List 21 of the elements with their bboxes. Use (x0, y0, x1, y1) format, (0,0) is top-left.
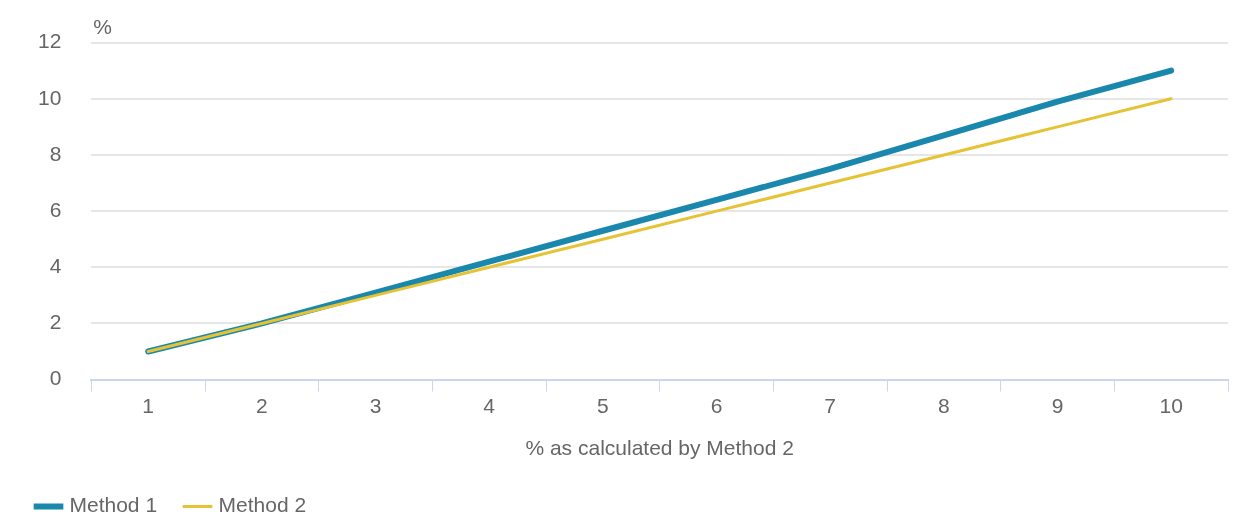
legend-label: Method 1 (69, 493, 158, 517)
y-tick-label: 6 (49, 197, 62, 221)
x-tick-label: 4 (483, 394, 496, 417)
x-tick-label: 1 (142, 394, 155, 417)
y-tick-label: 10 (38, 85, 62, 109)
x-tick-label: 7 (824, 394, 837, 417)
y-axis-title: % (93, 14, 113, 38)
x-tick-label: 9 (1051, 394, 1064, 417)
x-tick-label: 3 (369, 394, 382, 417)
x-tick-label: 6 (710, 394, 723, 417)
x-tick-label: 10 (1159, 394, 1183, 417)
y-tick-label: 0 (49, 366, 62, 390)
x-axis-title: % as calculated by Method 2 (525, 436, 794, 460)
y-tick-label: 4 (49, 254, 62, 278)
y-tick-label: 2 (49, 310, 62, 334)
y-tick-label: 12 (38, 29, 62, 53)
legend-label: Method 2 (218, 493, 307, 517)
x-tick-label: 8 (938, 394, 950, 417)
y-tick-label: 8 (49, 141, 62, 165)
x-tick-label: 5 (597, 394, 609, 417)
x-tick-label: 2 (256, 394, 268, 417)
